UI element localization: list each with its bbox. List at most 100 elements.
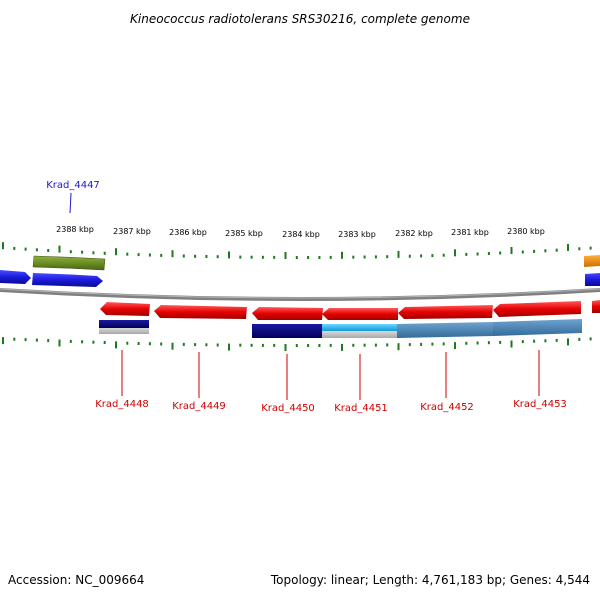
minor-tick xyxy=(160,253,163,257)
minor-tick xyxy=(487,341,490,345)
minor-tick xyxy=(69,250,72,254)
gene-label-krad-4448[interactable]: Krad_4448 xyxy=(95,399,149,410)
outer-scale-ticks xyxy=(2,242,592,259)
minor-tick xyxy=(182,342,185,346)
minor-tick xyxy=(420,342,423,346)
minor-tick xyxy=(555,248,558,252)
major-tick xyxy=(58,245,61,253)
scale-labels: 2388 kbp 2387 kbp 2386 kbp 2385 kbp 2384… xyxy=(56,225,545,239)
major-tick xyxy=(397,343,400,351)
gene-left-edge-forward[interactable] xyxy=(0,270,31,284)
minor-tick xyxy=(487,252,490,255)
feature-navy-box-4450[interactable] xyxy=(252,324,322,338)
gene-label-krad-4447[interactable]: Krad_4447 xyxy=(46,180,100,191)
minor-tick xyxy=(521,250,524,254)
minor-tick xyxy=(442,342,445,346)
major-tick xyxy=(454,249,456,257)
minor-tick xyxy=(24,338,27,342)
minor-tick xyxy=(239,343,242,347)
gene-label-krad-4452[interactable]: Krad_4452 xyxy=(420,402,474,413)
minor-tick xyxy=(92,340,95,344)
map-title: Kineococcus radiotolerans SRS30216, comp… xyxy=(130,12,470,26)
minor-tick xyxy=(431,254,434,258)
feature-steel-box-4453[interactable] xyxy=(493,319,582,336)
gene-krad-4452-arrow[interactable] xyxy=(398,305,493,319)
feature-steel-box-4452[interactable] xyxy=(397,322,493,338)
major-tick xyxy=(454,342,456,350)
minor-tick xyxy=(408,343,411,347)
minor-tick xyxy=(329,343,332,347)
minor-tick xyxy=(194,254,197,258)
scale-label-2380: 2380 kbp xyxy=(507,227,545,236)
gene-label-krad-4449[interactable]: Krad_4449 xyxy=(172,401,226,412)
minor-tick xyxy=(431,342,434,346)
gene-krad-4448-arrow[interactable] xyxy=(100,302,150,316)
major-tick xyxy=(567,338,569,346)
minor-tick xyxy=(13,337,16,341)
feature-grey-box-4451[interactable] xyxy=(322,331,397,338)
feature-navy-box-4448[interactable] xyxy=(99,320,149,328)
major-tick xyxy=(284,344,287,351)
minor-tick xyxy=(273,343,276,347)
minor-tick xyxy=(386,255,389,259)
minor-tick xyxy=(352,343,355,347)
minor-tick xyxy=(329,255,332,259)
gene-labels: Krad_4447 Krad_4448 Krad_4449 Krad_4450 … xyxy=(46,180,567,414)
genome-backbone xyxy=(0,288,600,301)
minor-tick xyxy=(352,255,355,259)
gene-krad-4453-arrow[interactable] xyxy=(493,301,581,317)
topology-info: Topology: linear; Length: 4,761,183 bp; … xyxy=(270,573,590,587)
minor-tick xyxy=(318,344,321,347)
gene-krad-4449-arrow[interactable] xyxy=(154,305,247,319)
minor-tick xyxy=(476,341,479,345)
gene-krad-4451-arrow[interactable] xyxy=(322,308,398,320)
minor-tick xyxy=(261,255,264,259)
scale-label-2387: 2387 kbp xyxy=(113,227,151,236)
feature-cyan-box-4451[interactable] xyxy=(322,324,397,331)
minor-tick xyxy=(363,343,366,347)
minor-tick xyxy=(250,343,253,347)
minor-tick xyxy=(499,340,502,344)
minor-tick xyxy=(589,246,592,250)
minor-tick xyxy=(533,249,536,253)
gene-krad-4447-arrow[interactable] xyxy=(32,273,103,287)
minor-tick xyxy=(318,256,321,259)
minor-tick xyxy=(92,251,95,255)
major-tick xyxy=(341,251,343,259)
minor-tick xyxy=(81,340,84,344)
gene-right-edge-forward[interactable] xyxy=(585,273,600,286)
minor-tick xyxy=(126,252,129,256)
scale-label-2383: 2383 kbp xyxy=(338,230,376,239)
gene-right-edge-reverse[interactable] xyxy=(592,300,600,313)
minor-tick xyxy=(126,341,129,345)
minor-tick xyxy=(273,255,276,259)
minor-tick xyxy=(69,339,72,343)
minor-tick xyxy=(205,255,208,258)
minor-tick xyxy=(307,256,310,259)
gene-label-krad-4453[interactable]: Krad_4453 xyxy=(513,399,567,410)
gene-krad-4450-arrow[interactable] xyxy=(252,307,323,320)
minor-tick xyxy=(578,337,581,341)
minor-tick xyxy=(24,247,27,251)
minor-tick xyxy=(103,341,106,344)
major-tick xyxy=(510,247,513,254)
leader-line-krad-4447 xyxy=(69,192,72,214)
minor-tick xyxy=(160,342,163,346)
minor-tick xyxy=(103,251,106,255)
feature-grey-box-4448[interactable] xyxy=(99,328,149,334)
gene-label-krad-4450[interactable]: Krad_4450 xyxy=(261,403,315,414)
minor-tick xyxy=(442,253,445,257)
minor-tick xyxy=(476,252,479,256)
minor-tick xyxy=(194,343,197,347)
gene-label-krad-4451[interactable]: Krad_4451 xyxy=(334,403,388,414)
minor-tick xyxy=(137,253,140,257)
genome-backbone-highlight xyxy=(0,288,600,299)
minor-tick xyxy=(148,253,151,257)
minor-tick xyxy=(239,255,242,259)
feature-orange-box[interactable] xyxy=(584,255,600,267)
accession-info: Accession: NC_009664 xyxy=(8,573,145,587)
feature-green-box[interactable] xyxy=(32,255,106,271)
scale-label-2388: 2388 kbp xyxy=(56,225,94,234)
minor-tick xyxy=(250,255,253,259)
minor-tick xyxy=(295,256,298,259)
